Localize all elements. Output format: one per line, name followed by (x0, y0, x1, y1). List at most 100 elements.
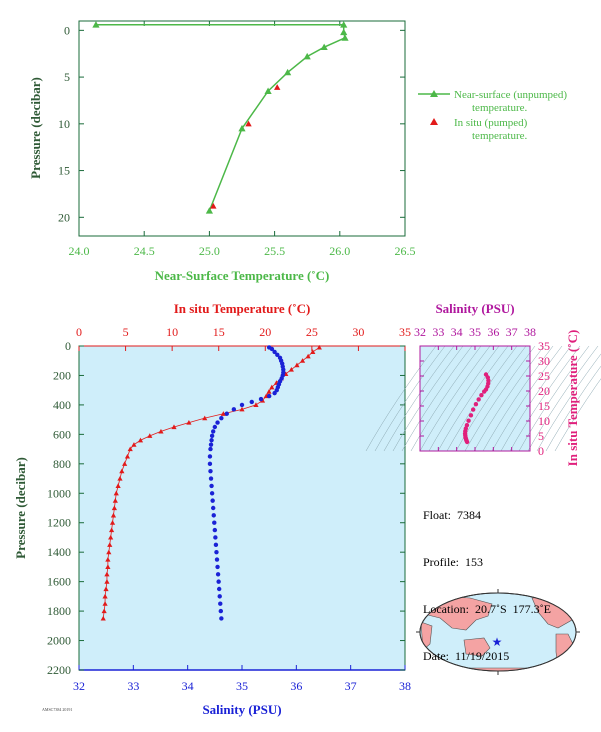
salinity-point (213, 535, 218, 540)
salinity-point (218, 608, 224, 614)
top-y-tick-label: 20 (58, 210, 70, 224)
temperature-point (186, 419, 192, 425)
temperature-tick-label: 35 (399, 325, 411, 339)
top-y-ticks: 0 5 10 15 20 (58, 23, 405, 224)
ts-x-tick-label: 38 (524, 325, 536, 339)
temperature-point (119, 468, 125, 474)
legend-entry-in-situ-line2: temperature. (472, 130, 528, 142)
ts-point (476, 397, 481, 402)
salinity-point (212, 527, 218, 533)
ts-density-contour (482, 345, 554, 452)
footer-code: AMSC7384 20191 (42, 707, 72, 712)
salinity-point (224, 411, 229, 416)
pressure-tick-label: 1400 (47, 545, 71, 559)
ts-x-tick-label: 32 (414, 325, 426, 339)
salinity-point (215, 564, 220, 570)
legend-entry-near-surface-line1: Near-surface (unpumped) (454, 89, 567, 101)
ts-density-contour (545, 365, 601, 452)
ts-density-contour (392, 345, 464, 452)
top-x-tick-label: 24.0 (69, 244, 90, 258)
near-surface-point (92, 21, 100, 28)
map-australia (463, 637, 491, 657)
temperature-point (147, 433, 153, 438)
temperature-point (253, 402, 259, 407)
top-plot-frame (78, 20, 406, 237)
top-x-tick-label: 25.0 (199, 244, 220, 258)
temperature-point (122, 461, 128, 466)
salinity-point (269, 346, 275, 352)
salinity-point (219, 616, 224, 621)
salinity-point (213, 542, 219, 548)
ts-y-axis-label: In situ Temperature (˚C) (565, 330, 580, 467)
float-id: Float: 7384 (423, 508, 482, 522)
ts-y-tick-label: 20 (538, 384, 550, 398)
legend-red-triangle-icon (430, 118, 438, 125)
temperature-point (102, 601, 108, 606)
ts-density-contour (473, 345, 545, 452)
ts-y-tick-label: 35 (538, 339, 550, 353)
salinity-point (208, 468, 213, 474)
temperature-point (108, 534, 114, 540)
legend-entry-near-surface: Near-surface (unpumped) temperature. (454, 89, 570, 114)
main-x-axis-label: Salinity (PSU) (202, 702, 281, 717)
temperature-point (124, 453, 131, 459)
temperature-point (112, 498, 118, 503)
temperature-point (104, 579, 110, 584)
salinity-point (219, 415, 224, 421)
temperature-point (137, 437, 144, 443)
ts-y-tick-label: 15 (538, 399, 550, 413)
ts-density-contour (464, 345, 536, 452)
salinity-point (258, 396, 264, 402)
salinity-point (210, 498, 215, 503)
pressure-tick-label: 400 (53, 398, 71, 412)
salinity-tick-label: 38 (399, 679, 411, 693)
salinity-point (209, 433, 215, 439)
salinity-point (215, 572, 221, 577)
salinity-point (209, 483, 214, 489)
temperature-point (117, 475, 123, 481)
temperature-point (294, 362, 300, 368)
temperature-point (115, 483, 121, 488)
legend-entry-in-situ: In situ (pumped) temperature. (454, 117, 530, 142)
main-series (100, 344, 322, 621)
ts-density-contour (527, 345, 599, 452)
temperature-point (266, 389, 272, 394)
temperature-point (103, 586, 109, 592)
ts-y-tick-label: 10 (538, 414, 550, 428)
top-y-tick-label: 5 (64, 70, 70, 84)
temperature-point (105, 564, 111, 569)
salinity-tick-label: 37 (345, 679, 357, 693)
ts-point (466, 418, 471, 423)
temperature-tick-label: 30 (352, 325, 364, 339)
salinity-point (275, 352, 280, 358)
temperature-tick-label: 5 (123, 325, 129, 339)
ts-density-contour (509, 345, 581, 452)
ts-density-contour (383, 345, 455, 452)
salinity-point (207, 461, 213, 467)
legend-entry-near-surface-line2: temperature. (472, 102, 528, 114)
ts-density-contours (365, 345, 601, 452)
temperature-point (288, 366, 294, 372)
salinity-point (239, 402, 245, 408)
salinity-point (215, 420, 220, 425)
pressure-tick-label: 1800 (47, 604, 71, 618)
temperature-point (305, 353, 311, 359)
pressure-tick-label: 200 (53, 368, 71, 382)
legend-entry-in-situ-line1: In situ (pumped) (454, 117, 528, 129)
pressure-tick-label: 600 (53, 427, 71, 441)
ts-x-tick-label: 34 (451, 325, 463, 339)
salinity-point (209, 438, 214, 443)
ts-density-contour (554, 378, 601, 452)
ts-density-contour (365, 345, 437, 452)
salinity-point (266, 393, 272, 399)
ts-y-tick-label: 25 (538, 369, 550, 383)
ts-point (464, 439, 470, 445)
near-surface-point (340, 28, 348, 36)
pressure-tick-label: 1600 (47, 575, 71, 589)
near-surface-point (320, 43, 328, 51)
ts-density-contour (437, 345, 509, 452)
ts-x-axis-label: Salinity (PSU) (435, 301, 514, 316)
